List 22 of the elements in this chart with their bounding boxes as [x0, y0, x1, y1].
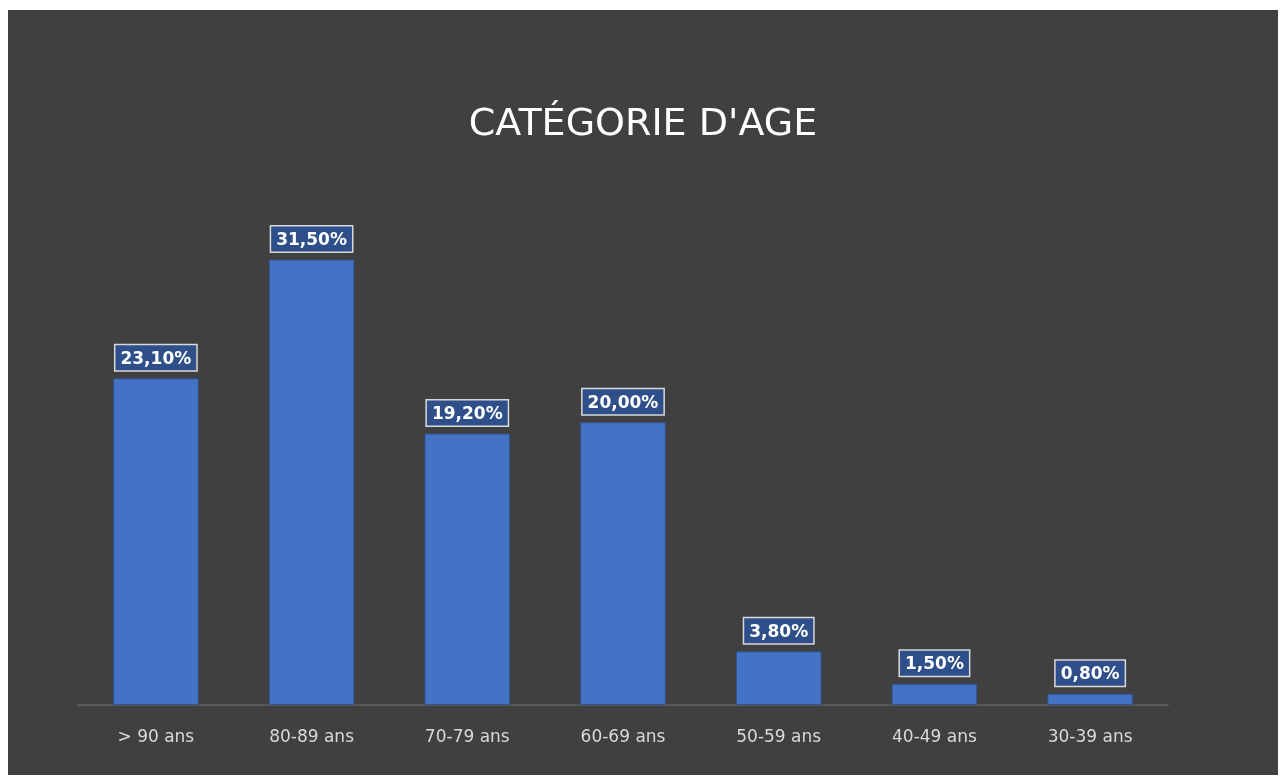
- data-label: 19,20%: [431, 402, 503, 423]
- data-label: 1,50%: [904, 653, 964, 674]
- data-label: 0,80%: [1060, 663, 1120, 684]
- bar: [580, 422, 666, 705]
- bar: [424, 433, 511, 705]
- bar: [1047, 693, 1133, 705]
- x-tick-label: 40-49 ans: [892, 725, 977, 746]
- x-tick-label: 70-79 ans: [424, 725, 510, 746]
- bar: [268, 259, 355, 705]
- data-label: 3,80%: [749, 620, 809, 641]
- x-tick-label: 50-59 ans: [736, 725, 822, 746]
- bar: [113, 378, 199, 705]
- x-tick-label: 80-89 ans: [269, 725, 355, 746]
- x-tick-label: 30-39 ans: [1047, 725, 1133, 746]
- bar: [891, 683, 978, 705]
- data-label: 31,50%: [276, 229, 347, 249]
- bar: [735, 651, 822, 705]
- data-label: 23,10%: [120, 347, 192, 368]
- x-tick-label: > 90 ans: [117, 725, 195, 746]
- data-label: 20,00%: [587, 391, 659, 412]
- chart-title: CATÉGORIE D'AGE: [468, 100, 818, 144]
- x-tick-label: 60-69 ans: [580, 725, 666, 746]
